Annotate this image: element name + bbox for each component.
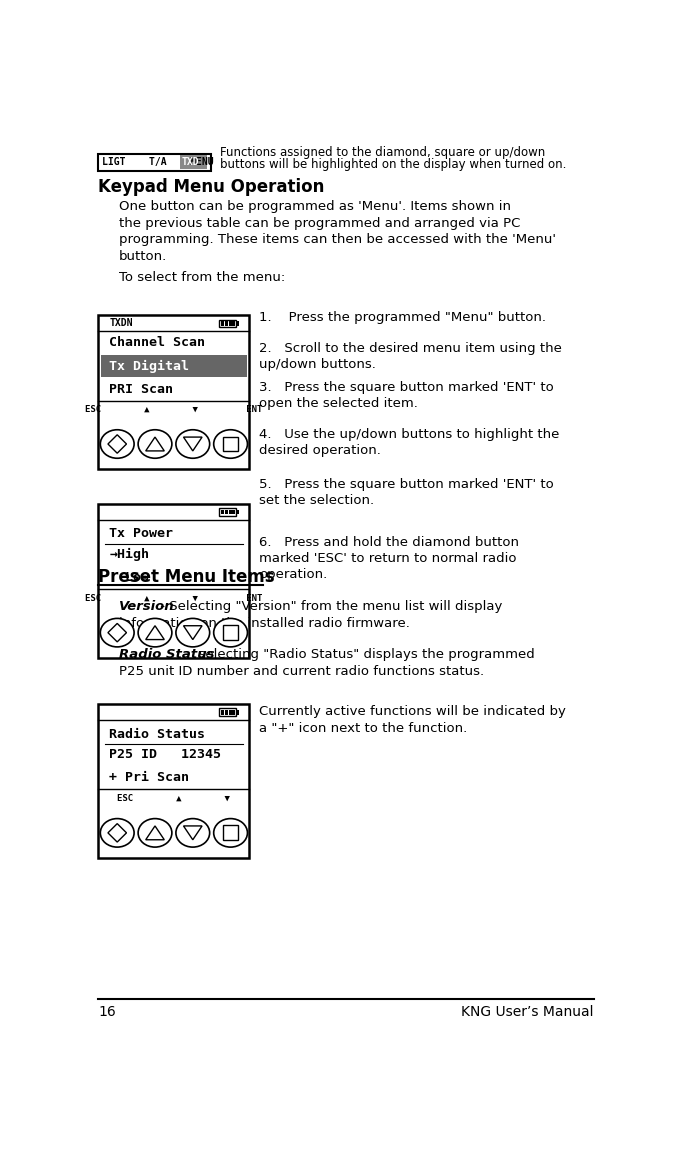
FancyBboxPatch shape — [219, 320, 236, 327]
FancyBboxPatch shape — [219, 708, 236, 716]
Ellipse shape — [214, 430, 248, 458]
Text: operation.: operation. — [259, 568, 327, 582]
Text: + Pri Scan: + Pri Scan — [109, 772, 189, 785]
FancyBboxPatch shape — [232, 710, 236, 715]
FancyBboxPatch shape — [223, 437, 238, 451]
Text: Radio Status: Radio Status — [119, 648, 215, 661]
FancyBboxPatch shape — [223, 625, 238, 640]
Ellipse shape — [214, 818, 248, 847]
FancyBboxPatch shape — [180, 155, 207, 169]
Text: One button can be programmed as 'Menu'. Items shown in: One button can be programmed as 'Menu'. … — [119, 199, 511, 212]
Text: 16: 16 — [99, 1005, 116, 1019]
Text: TXDN: TXDN — [109, 319, 133, 328]
Ellipse shape — [138, 619, 172, 647]
Text: set the selection.: set the selection. — [259, 495, 374, 508]
FancyBboxPatch shape — [221, 510, 224, 515]
Text: Keypad Menu Operation: Keypad Menu Operation — [99, 177, 325, 196]
Text: information on the installed radio firmware.: information on the installed radio firmw… — [119, 617, 410, 629]
Text: 4.   Use the up/down buttons to highlight the: 4. Use the up/down buttons to highlight … — [259, 429, 559, 442]
FancyBboxPatch shape — [229, 710, 232, 715]
Text: Radio Status: Radio Status — [109, 728, 205, 741]
FancyBboxPatch shape — [99, 315, 250, 469]
Text: Tx Digital: Tx Digital — [109, 359, 189, 372]
Text: 6.   Press and hold the diamond button: 6. Press and hold the diamond button — [259, 537, 519, 549]
Text: open the selected item.: open the selected item. — [259, 396, 418, 409]
Text: 1.    Press the programmed "Menu" button.: 1. Press the programmed "Menu" button. — [259, 312, 546, 325]
Text: up/down buttons.: up/down buttons. — [259, 358, 375, 371]
Text: buttons will be highlighted on the display when turned on.: buttons will be highlighted on the displ… — [220, 158, 566, 172]
Text: →High: →High — [109, 548, 149, 561]
Text: marked 'ESC' to return to normal radio: marked 'ESC' to return to normal radio — [259, 552, 516, 566]
Text: PRI Scan: PRI Scan — [109, 382, 173, 395]
FancyBboxPatch shape — [223, 825, 238, 840]
Text: button.: button. — [119, 250, 167, 263]
Ellipse shape — [214, 619, 248, 647]
FancyBboxPatch shape — [232, 510, 236, 515]
Text: LIGT    T/A    MENU: LIGT T/A MENU — [102, 158, 214, 167]
FancyBboxPatch shape — [101, 356, 247, 377]
FancyBboxPatch shape — [236, 510, 238, 515]
Text: ESC        ▲        ▼         ENT: ESC ▲ ▼ ENT — [85, 404, 263, 414]
Ellipse shape — [176, 619, 210, 647]
Text: Preset Menu Items: Preset Menu Items — [99, 568, 275, 586]
Ellipse shape — [101, 619, 134, 647]
Ellipse shape — [138, 818, 172, 847]
FancyBboxPatch shape — [236, 321, 238, 326]
Text: Tx Power: Tx Power — [109, 527, 173, 540]
Text: 5.   Press the square button marked 'ENT' to: 5. Press the square button marked 'ENT' … — [259, 479, 554, 491]
Text: the previous table can be programmed and arranged via PC: the previous table can be programmed and… — [119, 217, 520, 229]
Text: Version: Version — [119, 600, 175, 613]
Ellipse shape — [176, 818, 210, 847]
FancyBboxPatch shape — [236, 710, 238, 715]
FancyBboxPatch shape — [99, 705, 250, 859]
Text: Currently active functions will be indicated by: Currently active functions will be indic… — [259, 706, 566, 719]
Text: 2.   Scroll to the desired menu item using the: 2. Scroll to the desired menu item using… — [259, 342, 562, 355]
FancyBboxPatch shape — [99, 154, 211, 170]
FancyBboxPatch shape — [225, 510, 227, 515]
Ellipse shape — [101, 430, 134, 458]
FancyBboxPatch shape — [221, 710, 224, 715]
Text: desired operation.: desired operation. — [259, 444, 381, 458]
Ellipse shape — [138, 430, 172, 458]
Ellipse shape — [176, 430, 210, 458]
FancyBboxPatch shape — [99, 504, 250, 658]
Text: To select from the menu:: To select from the menu: — [119, 271, 286, 284]
FancyBboxPatch shape — [229, 510, 232, 515]
FancyBboxPatch shape — [221, 321, 224, 326]
FancyBboxPatch shape — [225, 710, 227, 715]
Ellipse shape — [101, 818, 134, 847]
Text: Channel Scan: Channel Scan — [109, 336, 205, 349]
FancyBboxPatch shape — [219, 508, 236, 516]
Text: - Selecting "Version" from the menu list will display: - Selecting "Version" from the menu list… — [156, 600, 502, 613]
Text: TXD: TXD — [182, 158, 200, 167]
Text: KNG User’s Manual: KNG User’s Manual — [461, 1005, 593, 1019]
Text: Low: Low — [109, 571, 149, 584]
Text: ESC        ▲        ▼         ENT: ESC ▲ ▼ ENT — [85, 593, 263, 603]
FancyBboxPatch shape — [229, 321, 232, 326]
Text: -  selecting "Radio Status" displays the programmed: - selecting "Radio Status" displays the … — [182, 648, 535, 661]
Text: 3.   Press the square button marked 'ENT' to: 3. Press the square button marked 'ENT' … — [259, 380, 554, 394]
Text: programming. These items can then be accessed with the 'Menu': programming. These items can then be acc… — [119, 233, 556, 247]
Text: a "+" icon next to the function.: a "+" icon next to the function. — [259, 722, 467, 736]
Text: P25 unit ID number and current radio functions status.: P25 unit ID number and current radio fun… — [119, 664, 485, 678]
Text: Functions assigned to the diamond, square or up/down: Functions assigned to the diamond, squar… — [220, 146, 545, 160]
Text: P25 ID   12345: P25 ID 12345 — [109, 749, 221, 761]
FancyBboxPatch shape — [225, 321, 227, 326]
FancyBboxPatch shape — [232, 321, 236, 326]
Text: ESC        ▲        ▼: ESC ▲ ▼ — [117, 794, 230, 803]
